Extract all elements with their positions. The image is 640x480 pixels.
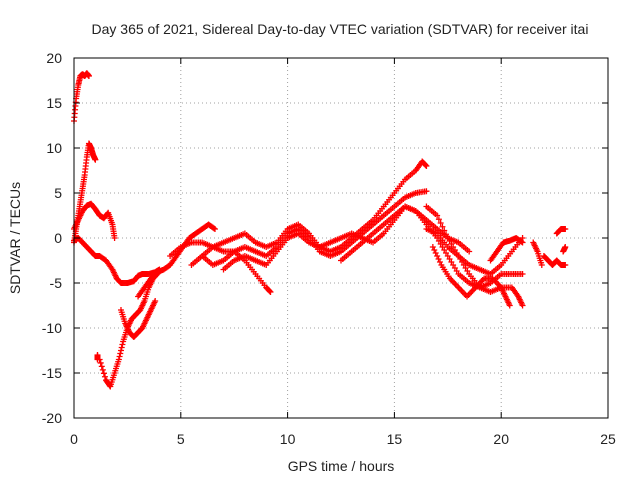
x-tick-label: 5 <box>177 431 185 447</box>
data-point <box>97 359 104 366</box>
data-point <box>85 73 92 79</box>
data-point <box>266 288 273 295</box>
data-point <box>101 373 108 380</box>
series-arc20 <box>560 244 569 255</box>
series-arc18 <box>540 253 569 268</box>
data-point <box>422 162 429 169</box>
data-point <box>538 262 545 268</box>
data-point <box>519 271 526 277</box>
data-point <box>439 223 446 230</box>
y-tick-label: 0 <box>54 230 62 246</box>
y-tick-label: 15 <box>46 95 62 111</box>
y-tick-label: -15 <box>42 365 62 381</box>
data-points <box>71 70 569 390</box>
series-arc13 <box>423 203 526 309</box>
series-arc6 <box>117 298 159 340</box>
data-point <box>518 238 525 245</box>
x-tick-label: 25 <box>600 431 616 447</box>
data-point <box>560 248 567 255</box>
data-point <box>435 216 442 223</box>
data-point <box>152 298 159 304</box>
data-point <box>92 156 99 163</box>
series-arc16 <box>487 235 526 264</box>
data-point <box>119 341 126 348</box>
data-point <box>434 253 441 259</box>
axis-ticks <box>73 57 609 419</box>
x-tick-label: 20 <box>493 431 509 447</box>
y-tick-label: 10 <box>46 140 62 156</box>
data-point <box>441 227 448 234</box>
data-point <box>94 356 101 363</box>
series-arc19 <box>553 226 569 237</box>
x-tick-label: 0 <box>70 431 78 447</box>
chart-title: Day 365 of 2021, Sidereal Day-to-day VTE… <box>92 21 589 37</box>
data-point <box>562 262 569 268</box>
x-tick-labels: 0 5 10 15 20 25 <box>70 431 616 447</box>
data-point <box>118 344 125 351</box>
data-point <box>99 366 106 373</box>
y-tick-label: 5 <box>54 185 62 201</box>
series-arc4 <box>71 235 163 286</box>
data-point <box>519 239 526 246</box>
series-arc17 <box>530 239 545 268</box>
data-point <box>431 247 438 253</box>
data-point <box>443 231 450 238</box>
data-point <box>117 347 124 354</box>
data-point <box>111 235 118 241</box>
data-point <box>117 350 124 357</box>
data-point <box>466 248 473 255</box>
data-point <box>429 244 436 250</box>
data-point <box>435 256 442 262</box>
y-tick-label: 20 <box>46 50 62 66</box>
y-axis-label: SDTVAR / TECUs <box>7 182 23 294</box>
x-tick-label: 10 <box>280 431 296 447</box>
data-point <box>100 370 107 377</box>
data-point <box>437 220 444 226</box>
data-point <box>98 363 105 370</box>
data-point <box>267 289 274 295</box>
series-arc3 <box>71 200 118 241</box>
y-tick-label: -10 <box>42 320 62 336</box>
data-point <box>432 250 439 256</box>
data-point <box>115 356 122 363</box>
data-point <box>423 163 430 169</box>
y-tick-labels: -20 -15 -10 -5 0 5 10 15 20 <box>42 50 62 426</box>
series-arc10 <box>199 188 430 268</box>
x-tick-label: 15 <box>387 431 403 447</box>
series-arc21 <box>94 352 101 363</box>
x-axis-label: GPS time / hours <box>288 458 395 474</box>
data-point <box>116 353 123 360</box>
data-point <box>211 226 218 232</box>
series-arc8 <box>167 239 274 295</box>
y-tick-label: -20 <box>42 410 62 426</box>
data-point <box>436 259 443 265</box>
series-arc14 <box>429 244 513 309</box>
data-point <box>562 226 569 232</box>
data-point <box>210 225 217 232</box>
data-point <box>423 188 430 195</box>
series-arc15 <box>423 226 526 277</box>
y-tick-label: -5 <box>50 275 63 291</box>
data-point <box>434 212 441 219</box>
data-point <box>506 302 513 309</box>
data-point <box>519 302 526 309</box>
